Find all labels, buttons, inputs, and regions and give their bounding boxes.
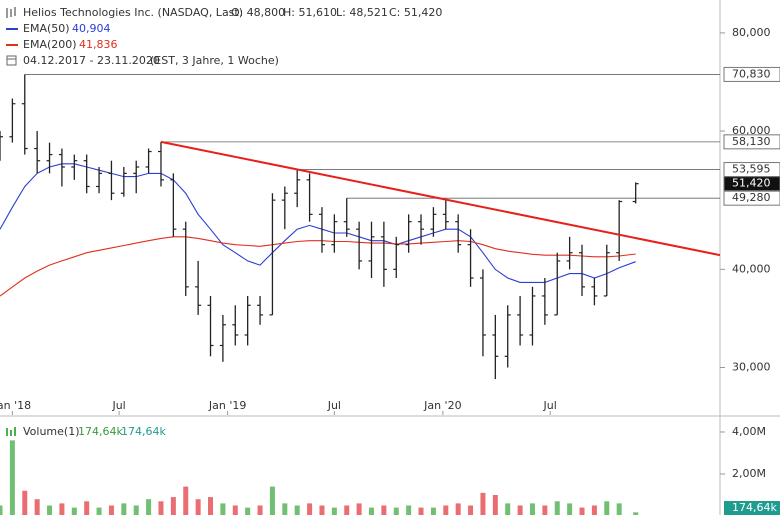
x-tick-label: Jul [111, 399, 125, 412]
price-tag [723, 176, 780, 192]
plot-layer: 30,000 40,000 60,000 80,000 Jan '18 Jul Jan '1… [0, 26, 780, 515]
x-tick-label: Jan '18 [0, 399, 31, 412]
volume-bar [232, 505, 238, 515]
volume-bar [443, 505, 449, 515]
volume-tag-label: 174,64k [732, 501, 777, 514]
trend-line [160, 140, 721, 257]
price-tag-label: 53,595 [732, 163, 771, 176]
volume-bar [455, 503, 461, 515]
volume-bar [22, 490, 28, 515]
date-range: 04.12.2017 - 23.11.2020 [23, 54, 160, 67]
y-tick-label: 2,00M [732, 467, 766, 480]
legend: Helios Technologies Inc. (NASDAQ, Last) … [6, 6, 442, 438]
y-tick-label: 60,000 [732, 124, 771, 137]
volume-bar [319, 505, 325, 515]
price-tag-label: 49,280 [732, 191, 771, 204]
volume-bar [195, 499, 201, 515]
volume-bar [633, 512, 639, 515]
volume-bar [269, 486, 275, 515]
volume-bar [430, 507, 436, 515]
volume-bar [567, 503, 573, 515]
x-tick-label: Jul [327, 399, 341, 412]
volume-bar [84, 501, 90, 515]
volume-bar [344, 505, 350, 515]
volume-bar [529, 503, 535, 515]
open-label: O: 48,800 [231, 6, 285, 19]
low-label: L: 48,521 [336, 6, 388, 19]
volume-bar [406, 505, 412, 515]
volume-bar [616, 503, 622, 515]
volume-bar [492, 494, 498, 515]
volume-bar [307, 503, 313, 515]
volume-bar [356, 503, 362, 515]
volume-bar [282, 503, 288, 515]
volume-bar [220, 503, 226, 515]
price-tag [723, 66, 780, 82]
volume-bar [418, 507, 424, 515]
volume-bar [294, 505, 300, 515]
volume-bar [170, 497, 176, 515]
volume-bar [368, 507, 374, 515]
legend-label: EMA(200) [23, 38, 77, 51]
volume-bar [34, 499, 40, 515]
volume-tag [724, 501, 780, 515]
x-tick-label: Jan '20 [423, 399, 461, 412]
price-tag-label: 51,420 [732, 177, 771, 190]
volume-bar [517, 505, 523, 515]
y-tick-label: 4,00M [732, 425, 766, 438]
ohlc-icon [6, 7, 16, 18]
volume-value: 174,64k [121, 425, 166, 438]
volume-bar [505, 503, 511, 515]
price-tag-label: 70,830 [732, 67, 771, 80]
volume-bar [381, 505, 387, 515]
volume-bar [554, 501, 560, 515]
high-label: H: 51,610 [283, 6, 337, 19]
calendar-icon [6, 55, 17, 66]
close-label: C: 51,420 [389, 6, 442, 19]
volume-bar [0, 505, 3, 515]
volume-bar [133, 505, 139, 515]
volume-bar [108, 505, 114, 515]
period-note: (EST, 3 Jahre, 1 Woche) [150, 54, 279, 67]
volume-bar [393, 507, 399, 515]
price-tag-label: 58,130 [732, 135, 771, 148]
volume-bar [158, 501, 164, 515]
volume-bar [604, 501, 610, 515]
volume-bar [591, 505, 597, 515]
volume-bar [59, 503, 65, 515]
volume-bar [9, 440, 15, 515]
ema-line [0, 236, 636, 297]
legend-label: EMA(50) [23, 22, 70, 35]
legend-value: 41,836 [79, 38, 118, 51]
chart-title: Helios Technologies Inc. (NASDAQ, Last) [23, 6, 243, 19]
x-tick-label: Jul [543, 399, 557, 412]
volume-bar [542, 505, 548, 515]
volume-bar [245, 507, 251, 515]
volume-bar [146, 499, 152, 515]
volume-bar [183, 486, 189, 515]
volume-bar [468, 505, 474, 515]
y-tick-label: 30,000 [732, 360, 771, 373]
x-tick-label: Jan '19 [208, 399, 246, 412]
volume-bar [331, 507, 337, 515]
y-tick-label: 80,000 [732, 26, 771, 39]
volume-icon [6, 427, 16, 436]
volume-bar [121, 503, 127, 515]
price-tag [723, 134, 780, 150]
price-tag [723, 190, 780, 206]
volume-bar [47, 505, 53, 515]
volume-bar [257, 505, 263, 515]
volume-bar [480, 492, 486, 515]
legend-value: 40,904 [72, 22, 111, 35]
volume-title: Volume(1) [23, 425, 80, 438]
volume-bar [71, 507, 77, 515]
volume-bar [579, 507, 585, 515]
volume-bar [96, 507, 102, 515]
volume-value: 174,64k [78, 425, 123, 438]
y-tick-label: 40,000 [732, 262, 771, 275]
ema-line [0, 163, 636, 283]
volume-bar [208, 497, 214, 515]
